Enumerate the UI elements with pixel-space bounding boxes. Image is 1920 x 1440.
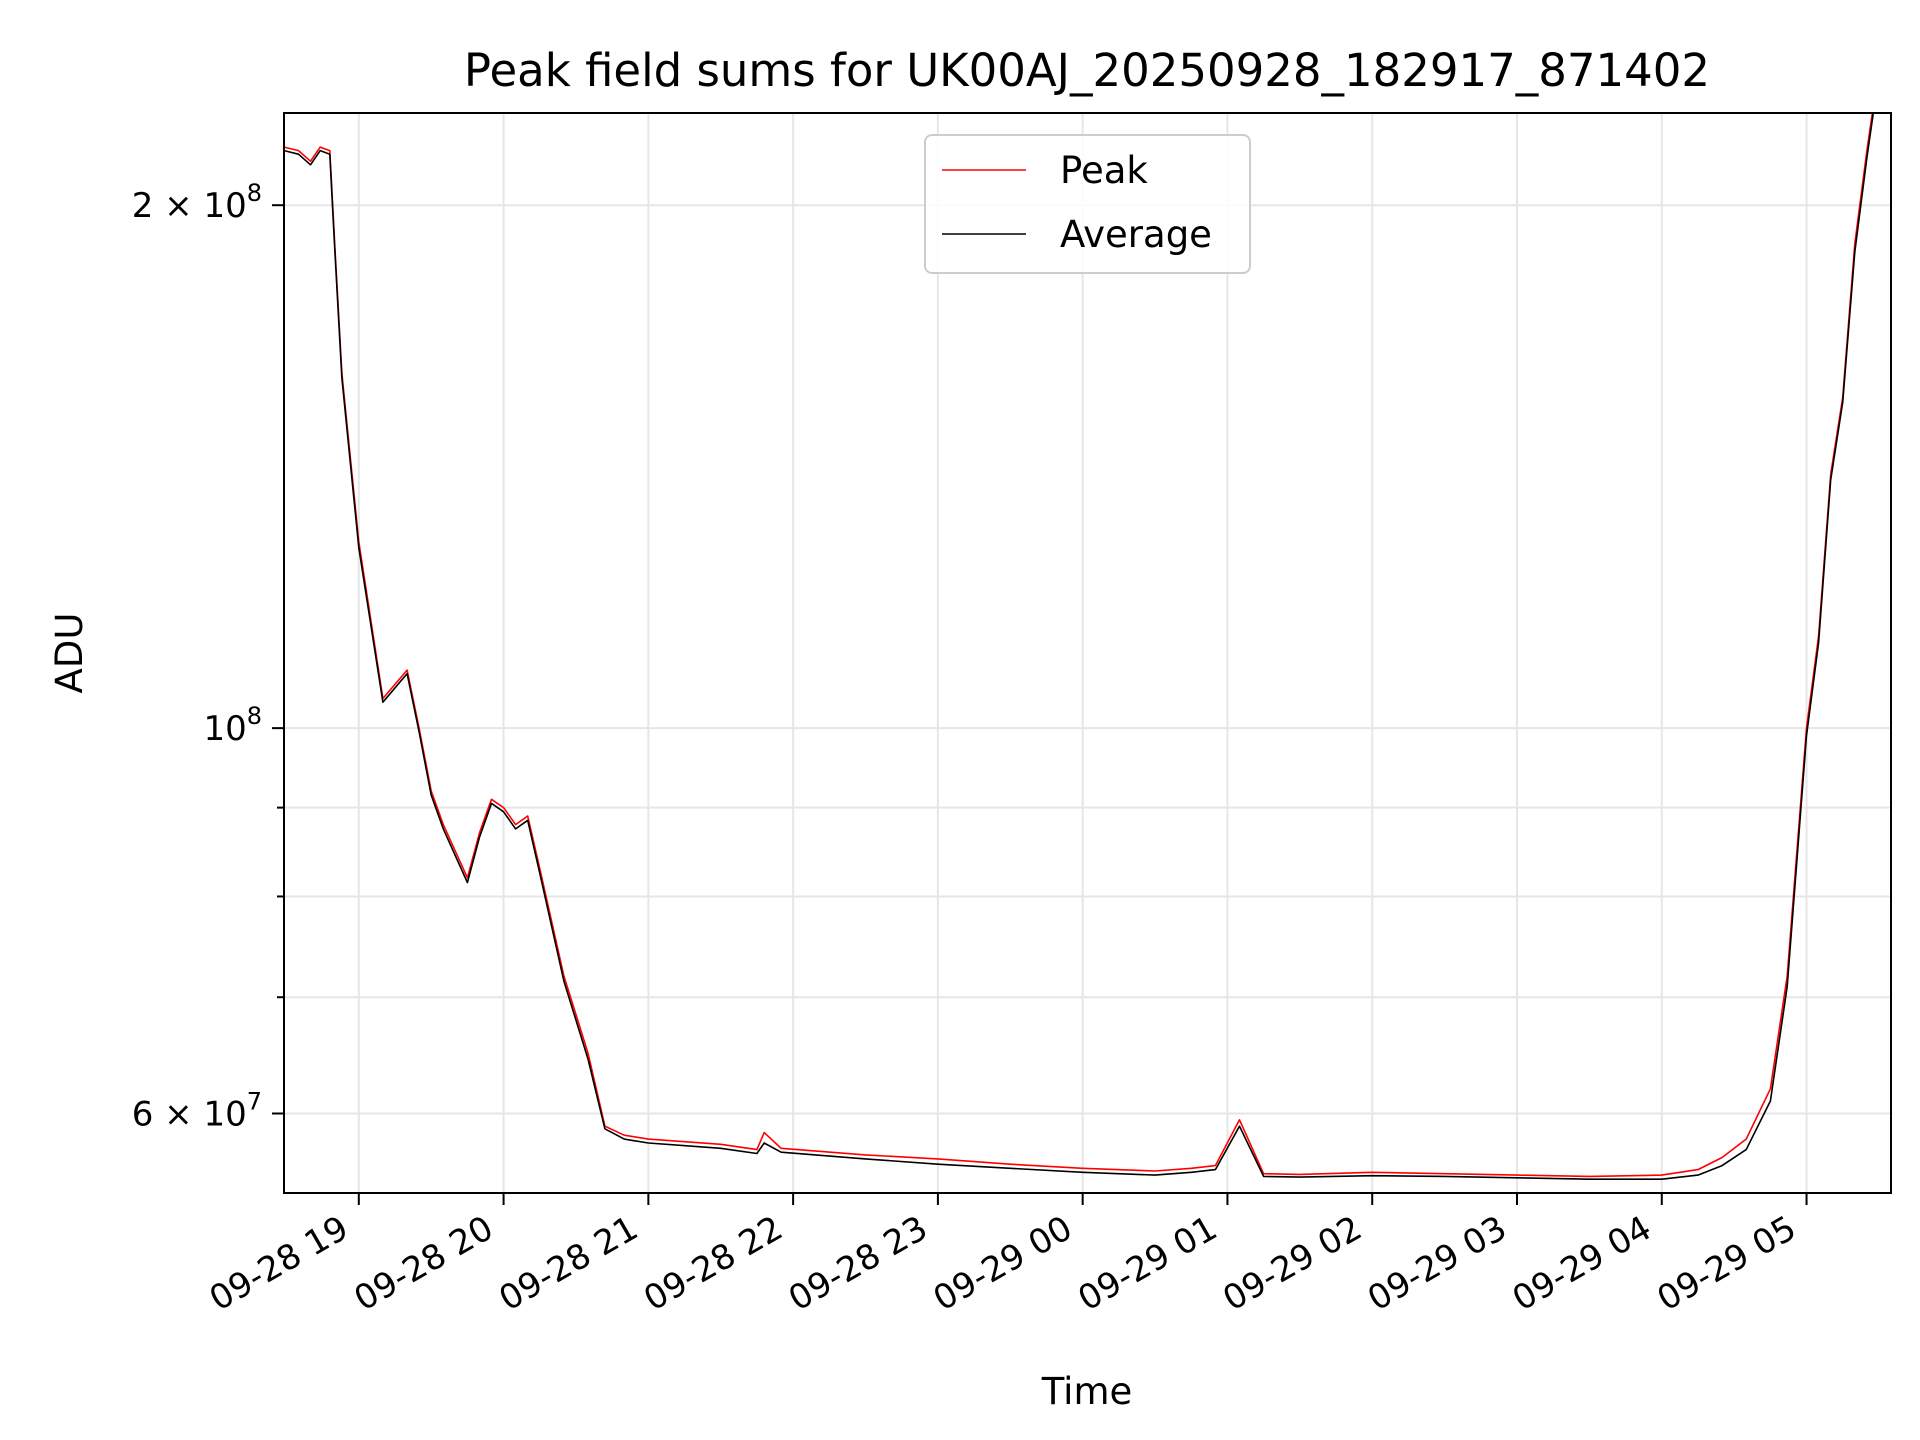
plot-area-background <box>284 113 1891 1193</box>
chart-title: Peak field sums for UK00AJ_20250928_1829… <box>464 44 1710 97</box>
y-tick-label: 108 <box>203 702 262 749</box>
y-tick-label: 6 × 107 <box>132 1088 262 1135</box>
x-axis-label: Time <box>1041 1370 1133 1413</box>
y-axis-label: ADU <box>48 613 91 694</box>
y-axis-ticks: 6 × 107 108 2 × 108 <box>132 179 284 1135</box>
series-layer <box>284 113 1875 1180</box>
y-tick-label: 2 × 108 <box>132 179 262 226</box>
legend-average-label: Average <box>1060 213 1212 256</box>
series-line-average <box>284 113 1875 1180</box>
legend-peak-label: Peak <box>1060 149 1148 192</box>
plot-frame <box>283 112 1892 1194</box>
legend: Peak Average <box>924 134 1251 274</box>
